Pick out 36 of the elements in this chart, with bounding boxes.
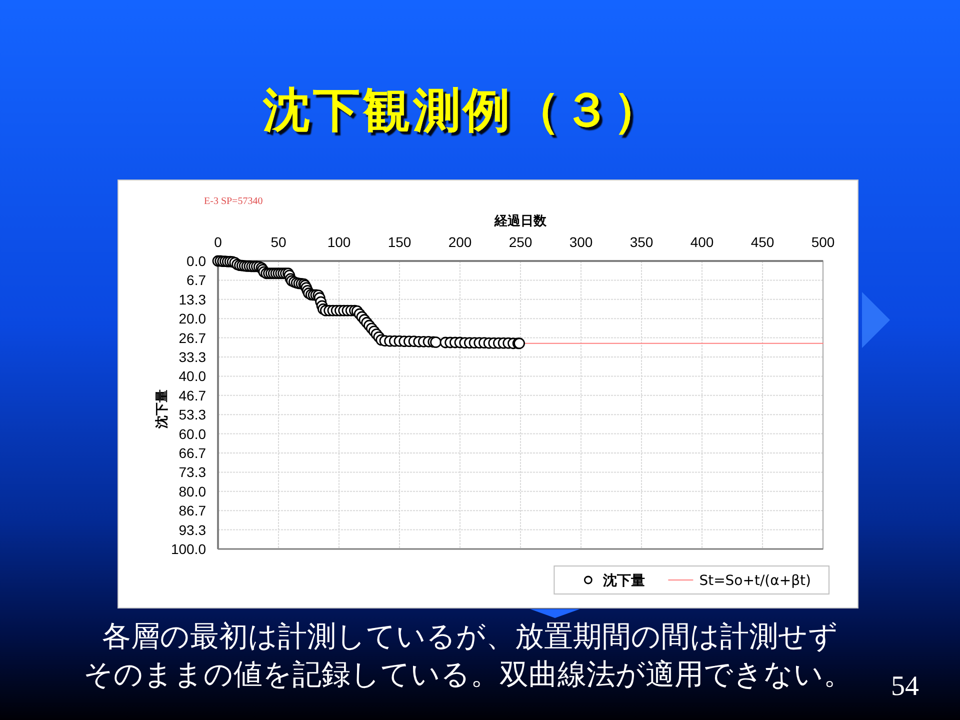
x-tick-label: 250 xyxy=(508,234,532,250)
x-tick-label: 200 xyxy=(448,234,472,250)
y-tick-label: 13.3 xyxy=(178,291,206,308)
x-tick-label: 450 xyxy=(750,234,774,250)
y-axis-title: 沈下量 xyxy=(155,390,170,430)
y-tick-label: 0.0 xyxy=(186,253,206,269)
y-tick-label: 100.0 xyxy=(170,541,206,557)
x-tick-label: 150 xyxy=(388,234,412,250)
text: E-3 SP=57340 xyxy=(204,196,263,207)
y-tick-label: 33.3 xyxy=(178,349,206,365)
y-tick-label: 46.7 xyxy=(178,387,206,404)
x-tick-label: 100 xyxy=(327,234,351,250)
y-tick-label: 26.7 xyxy=(178,330,206,346)
x-tick-label: 350 xyxy=(630,234,654,250)
chart-title: 沈下観測例（３） xyxy=(262,83,663,138)
legend-label: 沈下量 xyxy=(602,573,646,589)
text: 54 xyxy=(891,671,919,702)
x-tick-label: 50 xyxy=(270,234,286,250)
legend-label: St=So+t/(α+βt) xyxy=(699,573,811,589)
x-tick-label: 0 xyxy=(214,234,222,250)
x-tick-label: 500 xyxy=(811,234,835,250)
y-tick-label: 60.0 xyxy=(178,426,206,442)
text: そのままの値を記録している。双曲線法が適用できない。 xyxy=(84,657,852,691)
y-tick-label: 40.0 xyxy=(178,368,206,384)
x-tick-label: 300 xyxy=(569,234,593,250)
y-tick-label: 66.7 xyxy=(178,445,206,461)
y-tick-label: 20.0 xyxy=(178,310,206,327)
y-tick-label: 86.7 xyxy=(178,502,206,519)
x-tick-label: 400 xyxy=(690,234,714,250)
y-tick-label: 53.3 xyxy=(178,406,206,423)
y-tick-label: 73.3 xyxy=(178,464,206,480)
text: 各層の最初は計測しているが、放置期間の間は計測せず xyxy=(102,619,838,653)
y-tick-label: 93.3 xyxy=(178,522,206,538)
y-tick-label: 80.0 xyxy=(178,483,206,500)
x-axis-title: 経過日数 xyxy=(494,214,548,229)
y-tick-label: 6.7 xyxy=(186,272,206,288)
